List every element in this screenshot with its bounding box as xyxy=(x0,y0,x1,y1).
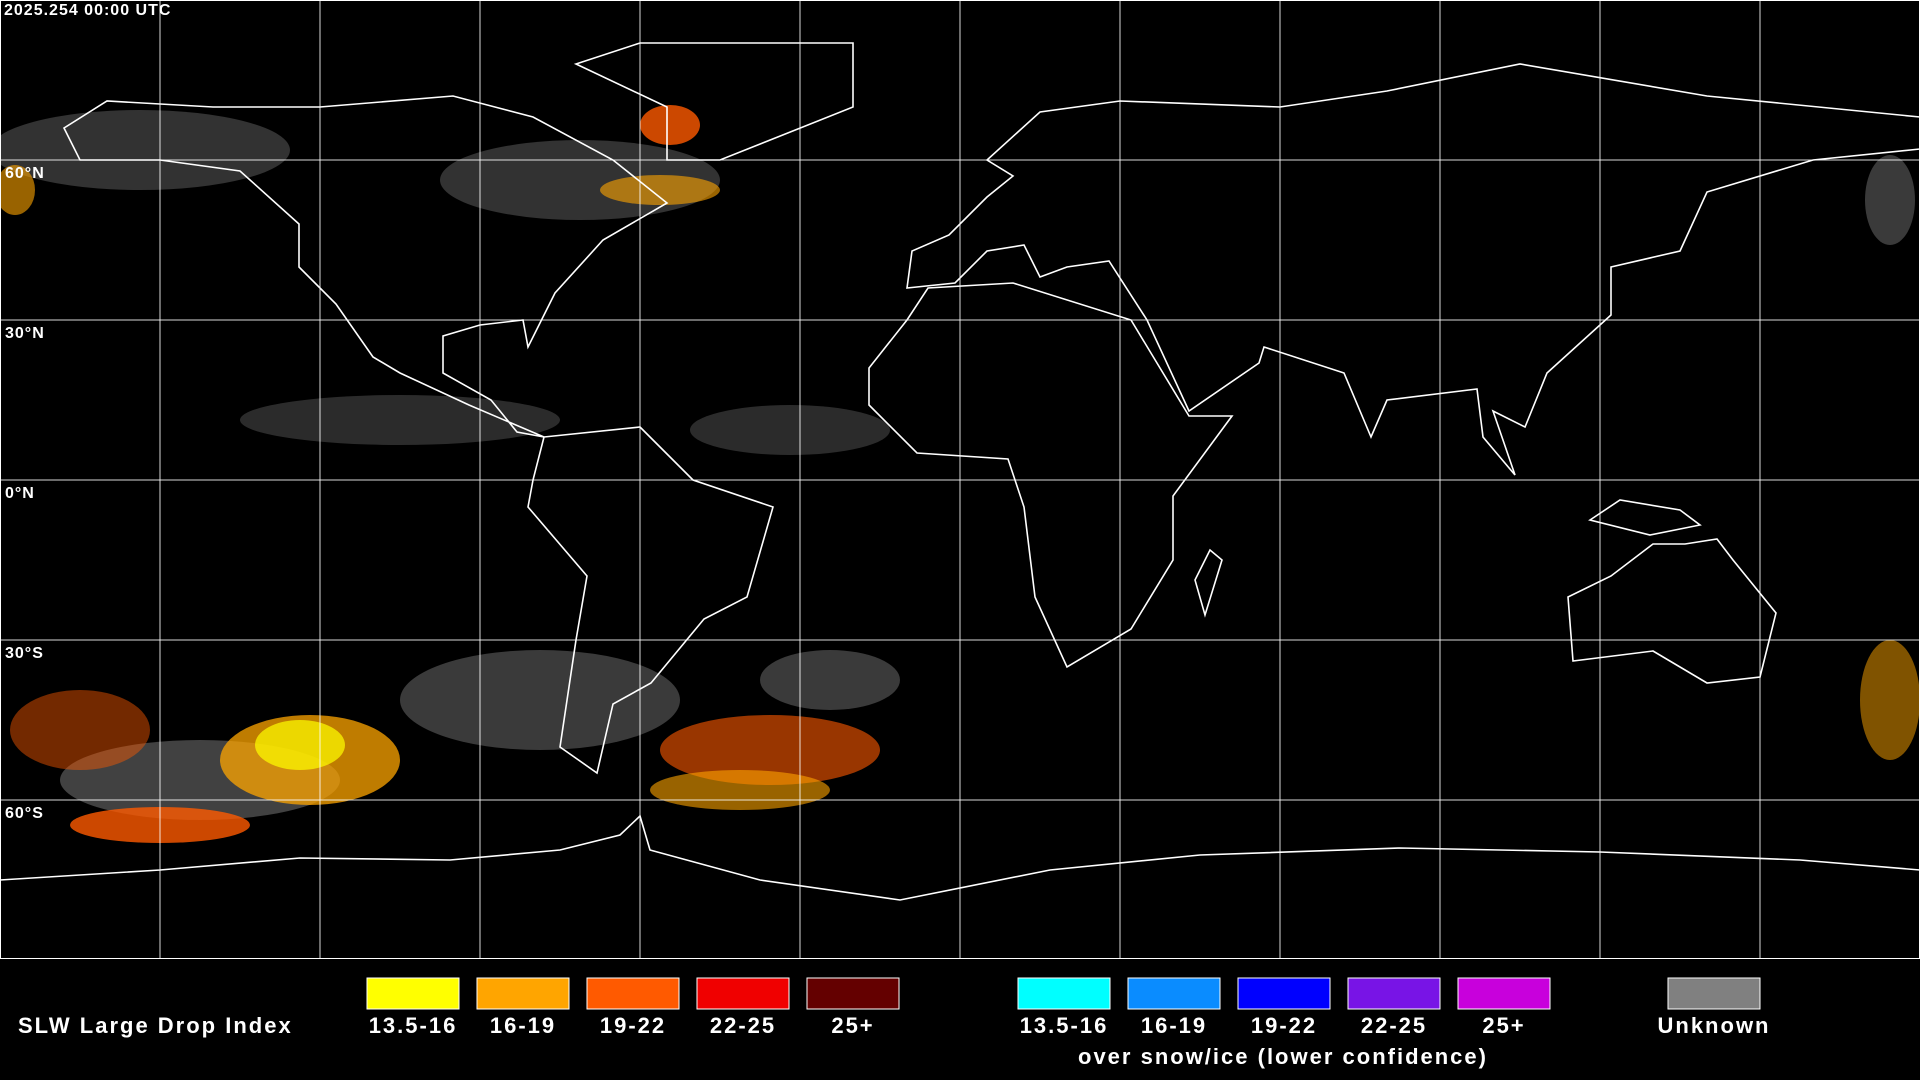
legend-swatch xyxy=(1667,977,1761,1010)
coastline xyxy=(62,95,669,438)
cloud-patch xyxy=(1860,640,1920,760)
legend-swatch xyxy=(1127,977,1221,1010)
legend-swatch xyxy=(1017,977,1111,1010)
legend-swatch xyxy=(696,977,790,1010)
cloud-patch xyxy=(1865,155,1915,245)
coastline xyxy=(1588,499,1702,536)
latitude-label: 0°N xyxy=(5,485,35,502)
cloud-patch xyxy=(660,715,880,785)
legend-label: 13.5-16 xyxy=(369,1013,458,1038)
legend-label: 25+ xyxy=(831,1013,874,1038)
legend-label: 16-19 xyxy=(1141,1013,1207,1038)
latitude-label: 60°N xyxy=(5,165,45,182)
legend-title: SLW Large Drop Index xyxy=(18,1013,293,1038)
cloud-patch xyxy=(0,110,290,190)
legend-swatch xyxy=(806,977,900,1010)
legend-swatch xyxy=(586,977,680,1010)
legend-swatch xyxy=(366,977,460,1010)
coastline xyxy=(906,63,1920,476)
cloud-patch xyxy=(10,690,150,770)
coastline xyxy=(1567,538,1777,684)
legend-label: Unknown xyxy=(1658,1013,1771,1038)
cloud-patch xyxy=(760,650,900,710)
legend-swatch xyxy=(1347,977,1441,1010)
coastline xyxy=(868,282,1234,669)
cloud-patch xyxy=(640,105,700,145)
legend-swatch xyxy=(1457,977,1551,1010)
cloud-patch xyxy=(690,405,890,455)
snow-caption: over snow/ice (lower confidence) xyxy=(1078,1044,1488,1069)
legend-label: 16-19 xyxy=(490,1013,556,1038)
coastlines xyxy=(0,42,1920,901)
legend-label: 22-25 xyxy=(710,1013,776,1038)
graticule xyxy=(0,0,1920,958)
cloud-patch xyxy=(255,720,345,770)
legend-label: 19-22 xyxy=(600,1013,666,1038)
cloud-patch xyxy=(0,165,35,215)
legend-label: 25+ xyxy=(1482,1013,1525,1038)
timestamp: 2025.254 00:00 UTC xyxy=(4,2,171,19)
legend-label: 13.5-16 xyxy=(1020,1013,1109,1038)
latitude-label: 30°N xyxy=(5,325,45,342)
legend-label: 19-22 xyxy=(1251,1013,1317,1038)
legend-swatch xyxy=(476,977,570,1010)
coastline xyxy=(0,814,1920,901)
cloud-patch xyxy=(650,770,830,810)
cloud-patch xyxy=(400,650,680,750)
coastline xyxy=(1194,548,1223,618)
legend-label: 22-25 xyxy=(1361,1013,1427,1038)
coastline xyxy=(573,42,854,161)
cloud-layer xyxy=(0,105,1920,843)
legend-swatch xyxy=(1237,977,1331,1010)
cloud-patch xyxy=(240,395,560,445)
cloud-patch xyxy=(600,175,720,205)
latitude-label: 60°S xyxy=(5,805,44,822)
latitude-label: 30°S xyxy=(5,645,44,662)
coastline xyxy=(527,426,774,775)
